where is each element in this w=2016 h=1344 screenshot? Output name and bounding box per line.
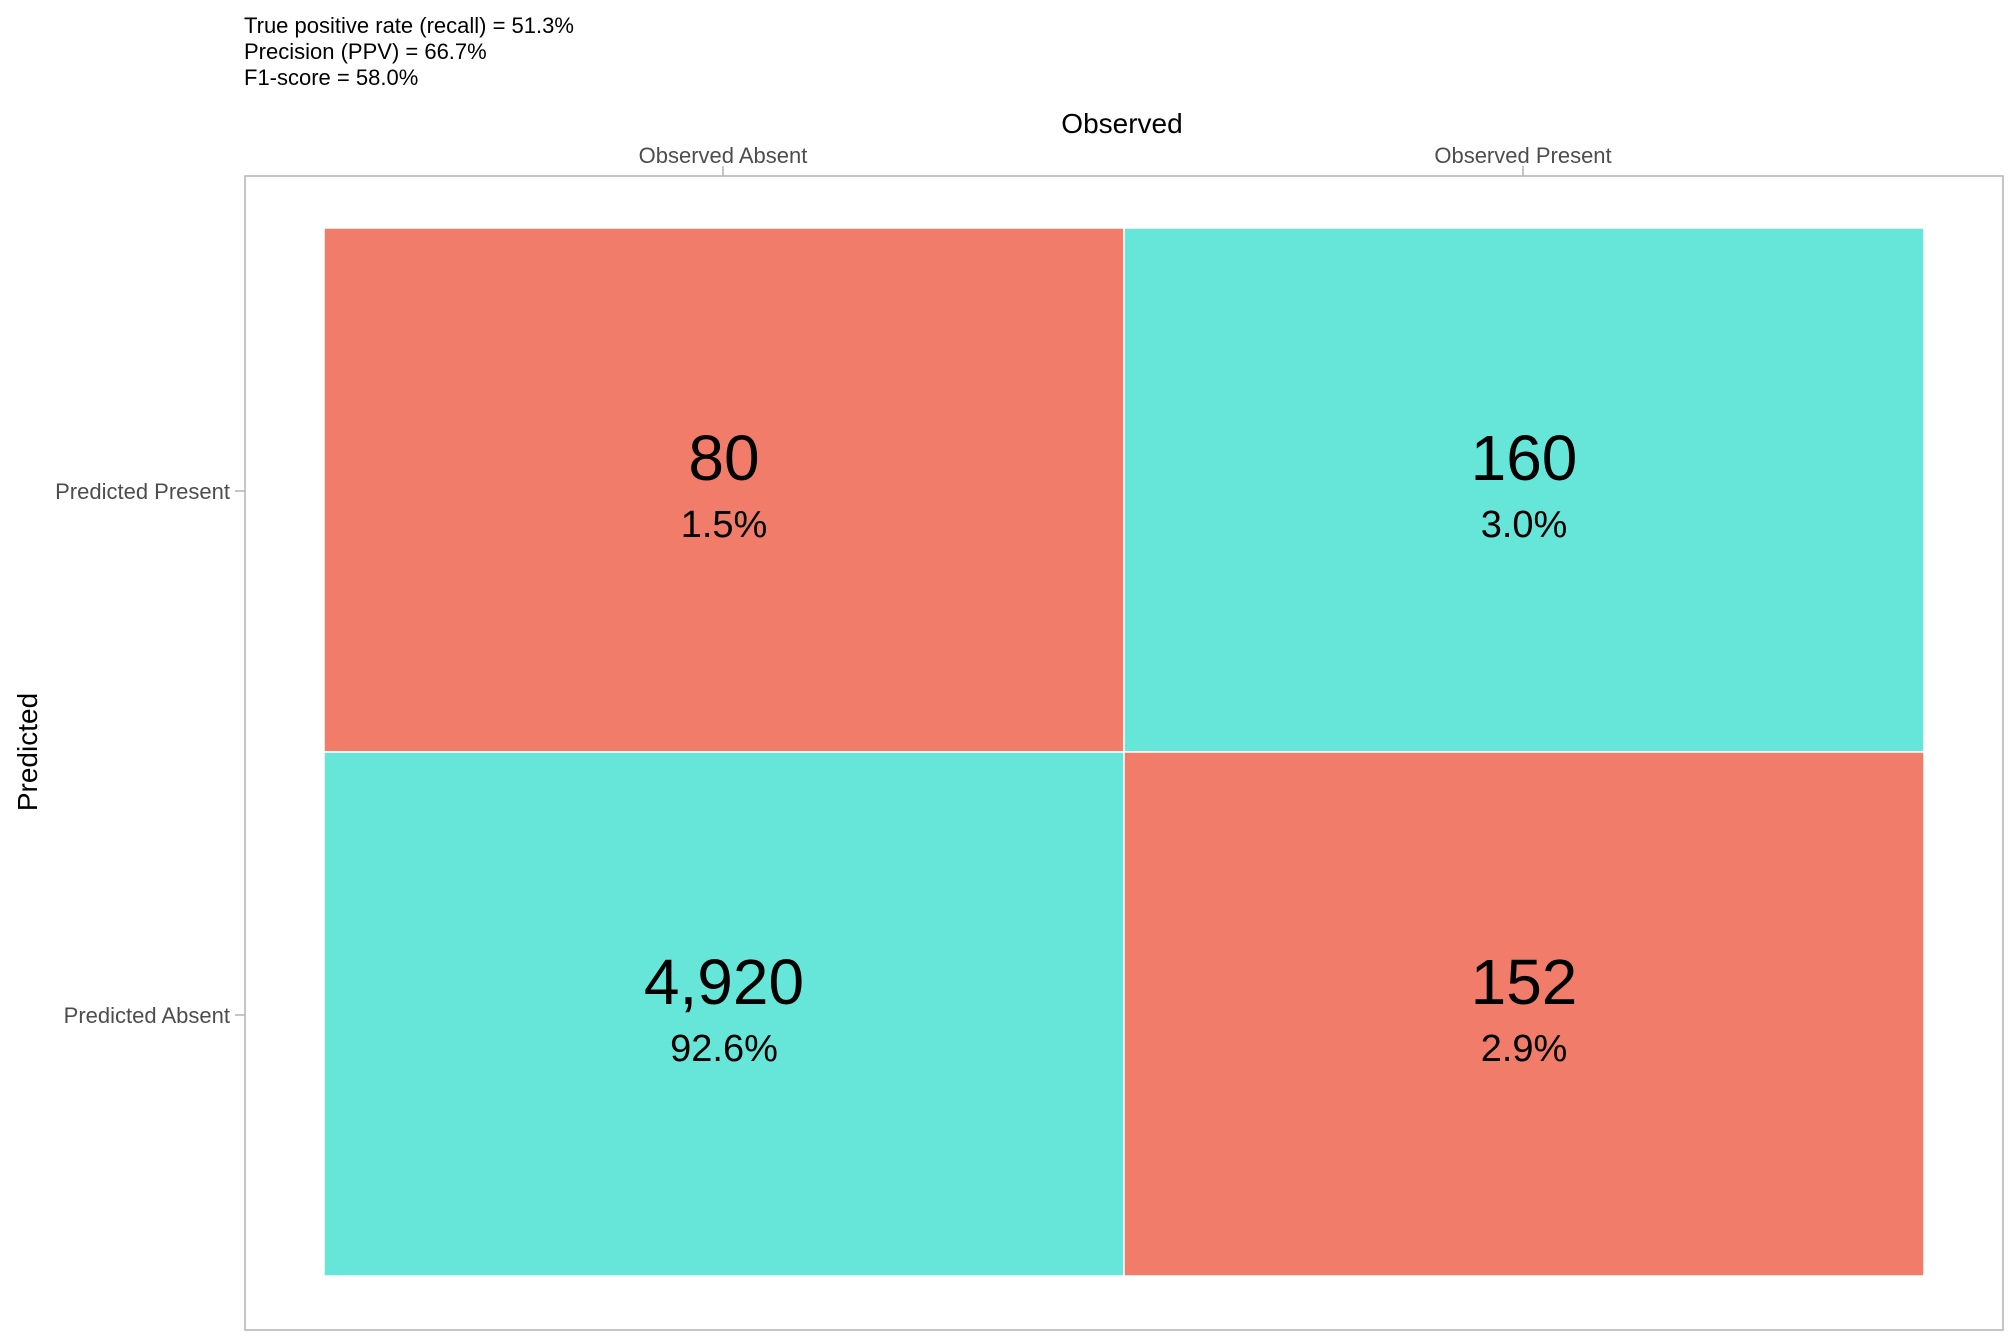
matrix-cell-labels: 80 1.5% 160 3.0% 4,920 92.6% 152 2.9% [644,422,1577,1070]
x-axis-title: Observed [1061,108,1182,139]
cell-count-predicted-present-observed-present: 160 [1471,422,1578,494]
cell-count-predicted-present-observed-absent: 80 [688,422,759,494]
cell-predicted-present-observed-absent [323,227,1125,753]
cell-predicted-absent-observed-present [1123,751,1925,1277]
x-tick-label-observed-absent: Observed Absent [639,143,808,168]
cell-count-predicted-absent-observed-absent: 4,920 [644,946,804,1018]
cell-predicted-present-observed-present [1123,227,1925,753]
metric-precision: Precision (PPV) = 66.7% [244,39,487,64]
metric-f1: F1-score = 58.0% [244,65,418,90]
cell-percent-predicted-absent-observed-present: 2.9% [1481,1028,1568,1070]
matrix-cells [323,227,1925,1277]
metric-recall: True positive rate (recall) = 51.3% [244,13,574,38]
y-axis-title: Predicted [12,693,43,811]
x-tick-label-observed-present: Observed Present [1434,143,1611,168]
y-tick-label-predicted-present: Predicted Present [55,479,230,504]
cell-count-predicted-absent-observed-present: 152 [1471,946,1578,1018]
cell-percent-predicted-absent-observed-absent: 92.6% [670,1028,778,1070]
y-tick-label-predicted-absent: Predicted Absent [64,1003,230,1028]
cell-predicted-absent-observed-absent [323,751,1125,1277]
cell-percent-predicted-present-observed-present: 3.0% [1481,504,1568,546]
cell-percent-predicted-present-observed-absent: 1.5% [681,504,768,546]
plot-panel-border [244,175,2004,1331]
